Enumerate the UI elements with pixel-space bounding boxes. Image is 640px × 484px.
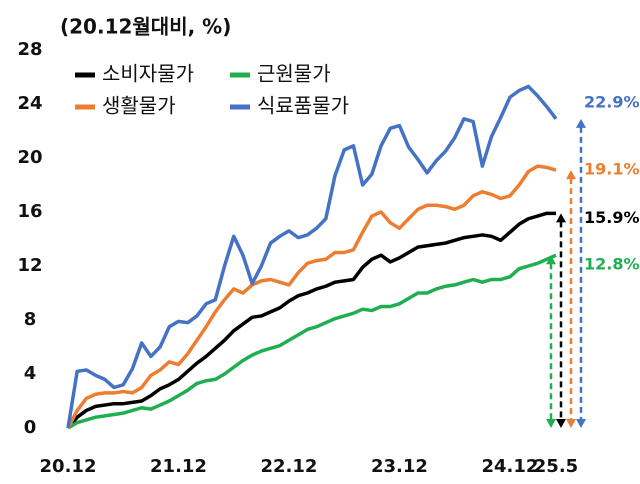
x-tick-label: 25.5	[534, 456, 578, 477]
arrow-head	[576, 419, 586, 428]
y-tick-label: 8	[24, 309, 37, 330]
arrow-head	[576, 118, 586, 128]
y-tick-label: 12	[17, 255, 42, 276]
y-tick-label: 4	[24, 363, 37, 384]
chart-title: (20.12월대비, %)	[60, 15, 231, 39]
series-line	[66, 211, 556, 430]
y-tick-label: 24	[17, 93, 42, 114]
legend-label: 근원물가	[257, 62, 331, 86]
arrow-head	[546, 255, 556, 265]
x-tick-label: 20.12	[40, 456, 97, 477]
y-tick-label: 0	[24, 417, 37, 438]
value-label: 19.1%	[584, 160, 640, 179]
arrow-head	[556, 419, 566, 428]
y-tick-label: 28	[17, 39, 42, 60]
value-label: 15.9%	[584, 208, 640, 227]
x-tick-label: 21.12	[150, 456, 207, 477]
series-line	[67, 253, 557, 430]
arrow-head	[556, 213, 566, 223]
y-tick-label: 16	[17, 201, 42, 222]
x-tick-label: 22.12	[261, 456, 318, 477]
y-tick-label: 20	[17, 147, 42, 168]
x-tick-label: 24.12	[481, 456, 538, 477]
series-line	[66, 164, 557, 429]
arrow-head	[546, 419, 556, 428]
arrow-head	[566, 170, 576, 180]
value-label: 22.9%	[584, 92, 640, 111]
value-label: 12.8%	[584, 255, 640, 274]
arrow-head	[566, 419, 576, 428]
legend-label: 식료품물가	[257, 94, 349, 118]
series-line	[66, 84, 558, 429]
legend-label: 생활물가	[102, 94, 176, 118]
x-tick-label: 23.12	[371, 456, 428, 477]
legend-label: 소비자물가	[102, 62, 194, 86]
